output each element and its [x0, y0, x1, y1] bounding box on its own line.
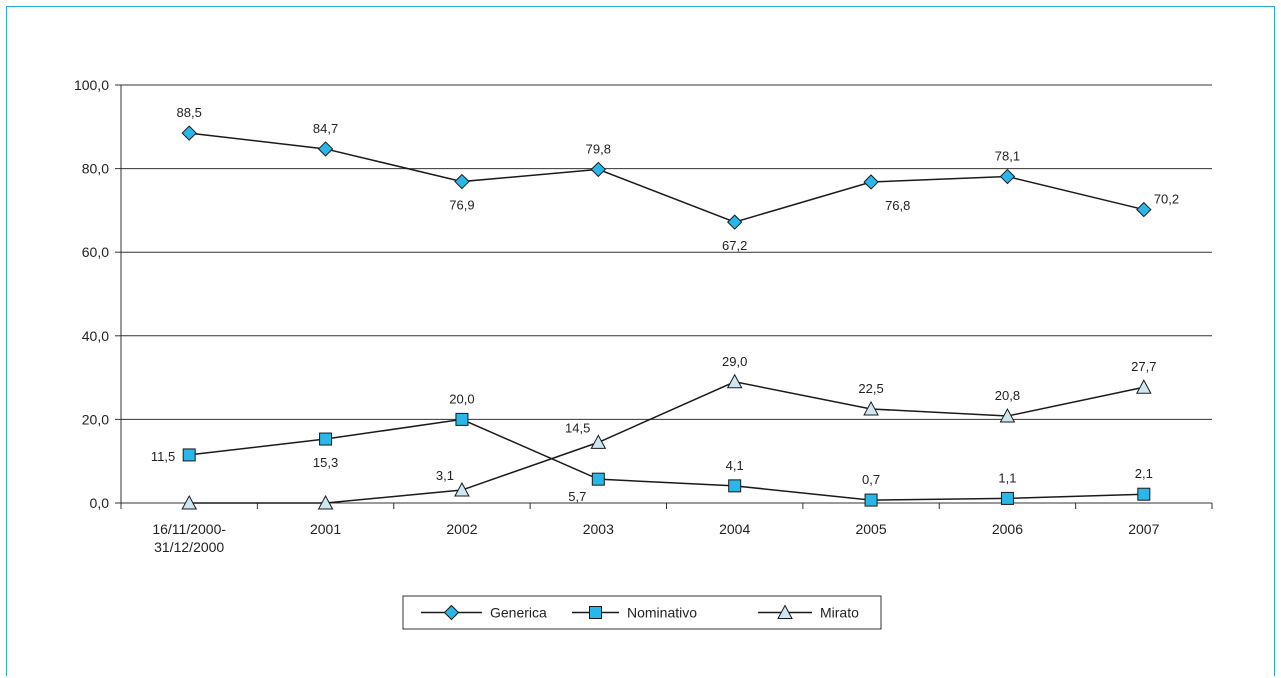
- generica-point: [590, 161, 607, 178]
- legend-generica-label: Generica: [490, 605, 547, 621]
- x-tick-label: 2004: [719, 521, 750, 537]
- mirato-point: [454, 481, 470, 497]
- generica-data-label: 79,8: [586, 141, 611, 156]
- generica-point: [454, 173, 470, 190]
- x-tick-label: 2002: [446, 521, 477, 537]
- nominativo-point: [1137, 487, 1151, 501]
- generica-data-label: 88,5: [177, 105, 202, 120]
- nominativo-point: [864, 493, 878, 507]
- nominativo-data-label: 11,5: [151, 449, 175, 464]
- mirato-point: [1135, 379, 1152, 394]
- mirato-point: [317, 494, 334, 510]
- x-tick-label: 2001: [310, 521, 341, 537]
- generica-data-label: 76,8: [885, 198, 910, 213]
- mirato-data-label: 14,5: [565, 420, 590, 435]
- generica-data-label: 70,2: [1154, 192, 1179, 207]
- mirato-line: [189, 380, 1144, 504]
- nominativo-data-label: 0,7: [862, 472, 880, 487]
- series-mirato: [181, 373, 1152, 510]
- x-tick-label: 16/11/2000-31/12/2000: [152, 521, 226, 555]
- nominativo-data-label: 2,1: [1135, 466, 1153, 481]
- generica-point: [863, 174, 879, 190]
- series: [181, 125, 1152, 510]
- mirato-point: [181, 494, 198, 510]
- legend-mirato-label: Mirato: [820, 605, 859, 621]
- legend-mirato-marker: [777, 604, 793, 619]
- mirato-data-label: 29,0: [722, 354, 747, 369]
- nominativo-data-label: 1,1: [998, 470, 1016, 485]
- mirato-point: [590, 434, 607, 449]
- generica-point: [317, 141, 334, 157]
- generica-data-label: 84,7: [313, 121, 338, 136]
- chart-frame: [6, 6, 1275, 676]
- gridlines: [121, 84, 1212, 420]
- generica-point: [726, 214, 743, 230]
- data-labels: 88,5 84,7 76,9 79,8 67,2 76,8 78,1 70,2 11,5 15,3…: [151, 105, 1179, 504]
- axes: 0,0 20,0 40,0 60,0 80,0 100,0 16/11/2000-31/12…: [74, 77, 1213, 555]
- nominativo-point: [1000, 491, 1014, 505]
- nominativo-point: [728, 479, 742, 493]
- mirato-data-label: 27,7: [1131, 359, 1156, 374]
- legend: Generica Nominativo Mirato: [402, 595, 882, 630]
- legend-box: [402, 595, 882, 630]
- legend-nominativo-marker: [589, 606, 602, 619]
- y-tick-label: 60,0: [82, 244, 109, 260]
- nominativo-data-label: 20,0: [449, 391, 474, 406]
- generica-point: [999, 168, 1016, 185]
- legend-generica-marker: [443, 604, 460, 621]
- mirato-data-label: 22,5: [858, 381, 883, 396]
- generica-line: [189, 132, 1144, 223]
- generica-data-label: 76,9: [449, 198, 474, 213]
- generica-point: [181, 125, 197, 141]
- legend-nominativo-label: Nominativo: [627, 605, 697, 621]
- nominativo-point: [591, 472, 605, 486]
- series-generica: [181, 125, 1152, 230]
- nominativo-data-label: 15,3: [313, 455, 338, 470]
- y-tick-label: 80,0: [82, 161, 109, 177]
- nominativo-point: [182, 448, 196, 462]
- generica-point: [1136, 201, 1152, 218]
- mirato-point: [863, 400, 879, 416]
- x-tick-label: 2003: [583, 521, 614, 537]
- y-tick-label: 40,0: [82, 328, 109, 344]
- mirato-data-label: 3,1: [436, 468, 454, 483]
- x-tick-label: 2006: [992, 521, 1023, 537]
- generica-data-label: 78,1: [995, 149, 1020, 164]
- generica-data-label: 67,2: [722, 238, 747, 253]
- nominativo-line: [189, 418, 1144, 501]
- mirato-point: [726, 373, 743, 389]
- nominativo-point: [455, 412, 469, 426]
- y-tick-label: 100,0: [74, 77, 109, 93]
- mirato-point: [999, 408, 1016, 423]
- series-nominativo: [182, 412, 1151, 507]
- x-tick-label: 2005: [855, 521, 886, 537]
- nominativo-data-label: 5,7: [568, 489, 586, 504]
- y-tick-label: 0,0: [90, 495, 110, 511]
- nominativo-data-label: 4,1: [726, 458, 744, 473]
- y-tick-label: 20,0: [82, 411, 109, 427]
- nominativo-point: [319, 432, 333, 446]
- mirato-data-label: 20,8: [995, 388, 1020, 403]
- x-tick-label: 2007: [1128, 521, 1159, 537]
